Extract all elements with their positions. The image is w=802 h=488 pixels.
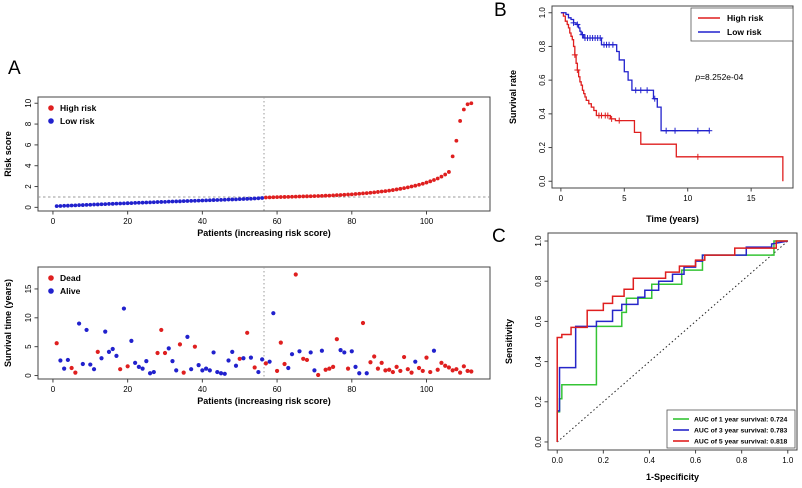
svg-text:80: 80 (347, 385, 356, 394)
svg-text:60: 60 (273, 385, 282, 394)
svg-text:0: 0 (559, 194, 564, 203)
svg-text:0.0: 0.0 (552, 456, 564, 465)
svg-text:AUC of 3 year survival: 0.783: AUC of 3 year survival: 0.783 (694, 428, 788, 435)
svg-text:10: 10 (24, 98, 33, 107)
svg-text:Patients (increasing risk scor: Patients (increasing risk score) (197, 396, 331, 406)
svg-text:0.2: 0.2 (538, 141, 547, 153)
svg-text:40: 40 (198, 217, 207, 226)
svg-text:Low risk: Low risk (60, 116, 95, 126)
svg-text:0.0: 0.0 (534, 436, 543, 448)
svg-text:80: 80 (347, 217, 356, 226)
svg-text:0.2: 0.2 (534, 396, 543, 408)
svg-text:High risk: High risk (727, 13, 764, 23)
survival-time-scatter-plot: 0 20 40 60 80 100 0 5 10 15 Patients (increasing r… (3, 266, 491, 406)
panel-b-label: B (494, 0, 507, 21)
svg-text:Alive: Alive (60, 286, 81, 296)
svg-text:1.0: 1.0 (534, 235, 543, 247)
svg-text:40: 40 (198, 385, 207, 394)
svg-text:15: 15 (24, 284, 33, 293)
svg-text:20: 20 (123, 217, 132, 226)
svg-text:Risk score: Risk score (3, 131, 13, 177)
svg-text:0.6: 0.6 (538, 74, 547, 86)
svg-text:Patients (increasing risk scor: Patients (increasing risk score) (197, 228, 331, 238)
svg-text:1.0: 1.0 (782, 456, 794, 465)
svg-text:0.2: 0.2 (598, 456, 610, 465)
svg-text:AUC of 5 year survival: 0.818: AUC of 5 year survival: 0.818 (694, 439, 788, 446)
svg-text:Low risk: Low risk (727, 27, 762, 37)
svg-text:4: 4 (24, 163, 33, 168)
svg-text:20: 20 (123, 385, 132, 394)
svg-text:0.4: 0.4 (644, 456, 656, 465)
svg-text:0.6: 0.6 (534, 315, 543, 327)
svg-text:1-Specificity: 1-Specificity (646, 472, 699, 482)
svg-text:Survival rate: Survival rate (508, 70, 518, 124)
svg-text:0: 0 (24, 373, 33, 378)
svg-text:6: 6 (24, 142, 33, 147)
svg-text:60: 60 (273, 217, 282, 226)
svg-text:High risk: High risk (60, 103, 97, 113)
svg-text:0.0: 0.0 (538, 175, 547, 187)
svg-text:p=8.252e-04: p=8.252e-04 (694, 72, 743, 82)
svg-text:100: 100 (420, 217, 434, 226)
svg-text:0.8: 0.8 (534, 275, 543, 287)
panel-c-label: C (492, 226, 506, 247)
svg-text:5: 5 (24, 344, 33, 349)
svg-text:15: 15 (747, 194, 756, 203)
svg-text:0: 0 (51, 217, 56, 226)
svg-text:Dead: Dead (60, 273, 81, 283)
svg-text:Time (years): Time (years) (646, 214, 699, 224)
svg-text:10: 10 (683, 194, 692, 203)
svg-text:0: 0 (24, 205, 33, 210)
risk-score-scatter-plot: 0 20 40 60 80 100 0 2 4 6 8 10 Patients (increasing … (3, 96, 491, 238)
svg-text:1.0: 1.0 (538, 7, 547, 19)
kaplan-meier-plot: 0 5 10 15 0.0 0.2 0.4 0.6 0.8 1.0 Time (years) Surv… (508, 5, 794, 224)
panel-a-label: A (8, 58, 21, 79)
svg-text:10: 10 (24, 313, 33, 322)
svg-text:0.4: 0.4 (534, 355, 543, 367)
svg-text:AUC of 1 year survival: 0.724: AUC of 1 year survival: 0.724 (694, 417, 788, 424)
svg-text:Sensitivity: Sensitivity (504, 319, 514, 364)
svg-text:100: 100 (420, 385, 434, 394)
svg-text:0.6: 0.6 (690, 456, 702, 465)
svg-text:0.8: 0.8 (538, 40, 547, 52)
svg-text:0.8: 0.8 (736, 456, 748, 465)
svg-text:Survival time (years): Survival time (years) (3, 279, 13, 367)
svg-text:2: 2 (24, 184, 33, 189)
svg-text:5: 5 (622, 194, 627, 203)
svg-text:0.4: 0.4 (538, 108, 547, 120)
roc-curve-plot: 0.0 0.2 0.4 0.6 0.8 1.0 0.0 0.2 0.4 0.6 0.8 1.0 1-Sp… (504, 232, 798, 482)
svg-text:8: 8 (24, 121, 33, 126)
svg-text:0: 0 (51, 385, 56, 394)
